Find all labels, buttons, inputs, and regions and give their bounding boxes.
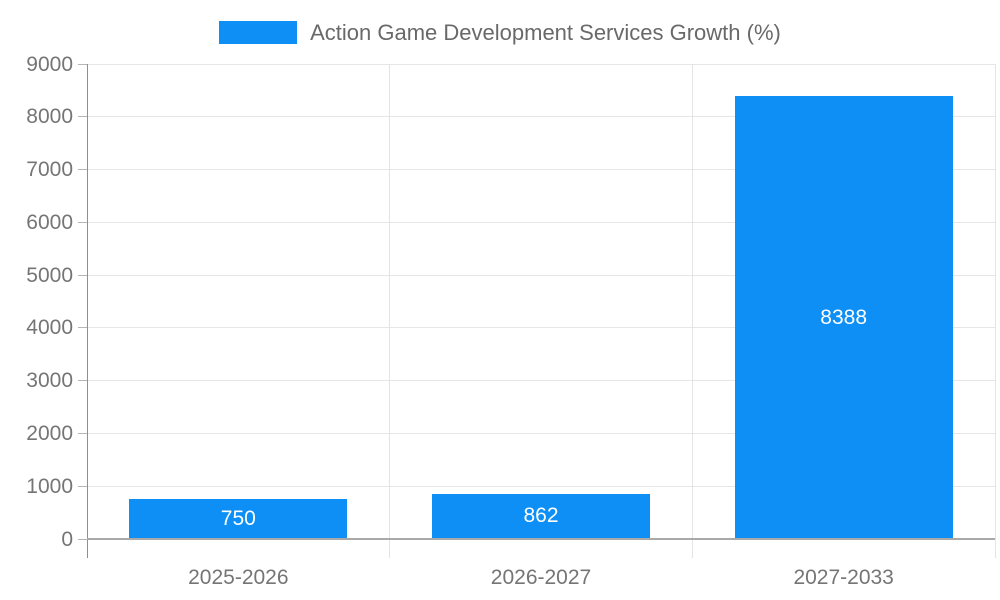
y-axis-label: 7000 <box>26 158 73 182</box>
y-axis-tick <box>78 274 87 276</box>
x-axis-label: 2025-2026 <box>188 566 289 589</box>
y-axis-tick <box>78 169 87 171</box>
gridline <box>87 169 995 171</box>
y-axis-label: 1000 <box>26 474 73 498</box>
y-axis-label: 6000 <box>26 210 73 234</box>
y-axis-tick <box>78 63 87 65</box>
category-separator <box>994 64 996 558</box>
y-axis-tick <box>78 380 87 382</box>
y-axis-tick <box>78 538 87 540</box>
y-axis-label: 9000 <box>26 52 73 76</box>
y-axis-tick <box>78 221 87 223</box>
legend-label[interactable]: Action Game Development Services Growth … <box>310 20 781 45</box>
y-axis-label: 3000 <box>26 369 73 393</box>
y-axis-tick <box>78 116 87 118</box>
bar[interactable] <box>129 499 348 539</box>
y-axis-tick <box>78 327 87 329</box>
x-axis-baseline <box>87 538 995 540</box>
y-axis-tick <box>78 485 87 487</box>
bar-value-label: 750 <box>220 507 256 531</box>
gridline <box>87 485 995 487</box>
x-axis-label: 2027-2033 <box>793 566 894 589</box>
y-axis-label: 8000 <box>26 105 73 129</box>
category-separator <box>389 64 391 558</box>
legend-swatch[interactable] <box>219 21 298 44</box>
y-axis-line <box>87 64 88 558</box>
bar[interactable] <box>432 493 650 539</box>
y-axis-label: 5000 <box>26 263 73 287</box>
bar-value-label: 862 <box>523 504 559 528</box>
y-axis-label: 2000 <box>26 421 73 445</box>
gridline <box>87 221 995 223</box>
y-axis-tick <box>78 432 87 434</box>
gridline <box>87 380 995 382</box>
chart-legend: Action Game Development Services Growth … <box>0 21 1000 44</box>
x-axis-label: 2026-2027 <box>490 566 592 589</box>
bar[interactable] <box>734 96 953 539</box>
plot-area: 0 1000 2000 3000 4000 5000 6000 7000 8000 9000 750… <box>26 54 996 589</box>
y-axis-label: 4000 <box>26 316 73 340</box>
gridline <box>87 274 995 276</box>
gridline <box>87 116 995 118</box>
y-axis-label: 0 <box>61 527 73 551</box>
category-separator <box>691 64 693 558</box>
gridline <box>87 63 995 65</box>
gridline <box>87 327 995 329</box>
gridline <box>87 432 995 434</box>
bar-value-label: 8388 <box>820 305 868 329</box>
